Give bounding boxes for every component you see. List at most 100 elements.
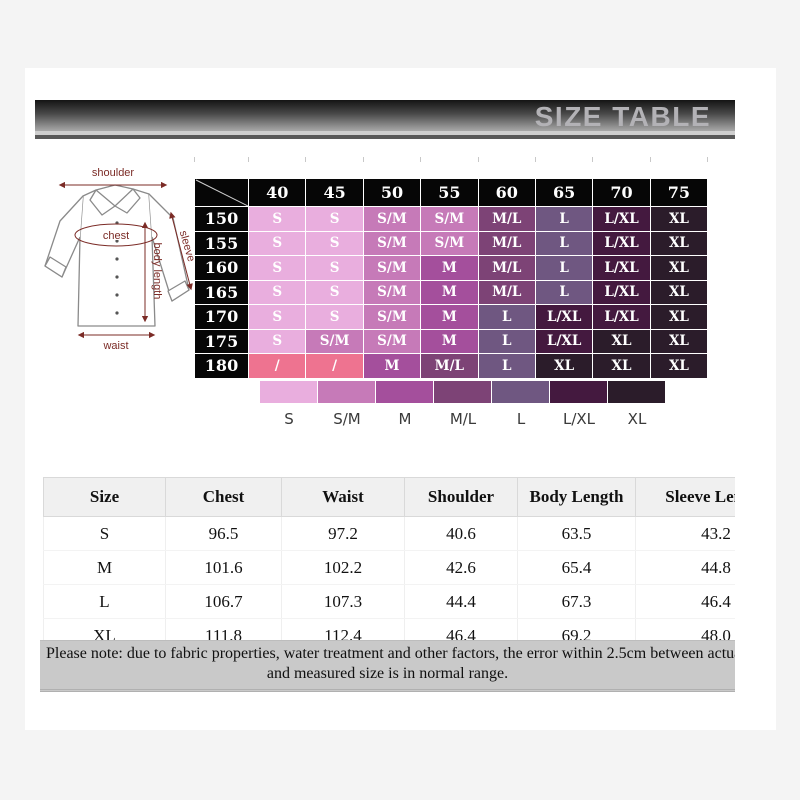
matrix-cell: L [477,328,536,354]
matrix-row-header: 155 [194,230,249,256]
matrix-cell: S/M [420,230,479,256]
meas-cell: 43.2 [635,516,735,551]
legend-item: L [492,381,550,428]
matrix-cell: M [420,255,479,281]
matrix-cell: S [247,255,307,281]
matrix-col-header: 55 [420,178,479,207]
matrix-cell: M [362,353,422,379]
legend-swatch [376,381,434,403]
matrix-cell: S [247,230,307,256]
ruler-tick [478,157,479,162]
ruler-tick [420,157,421,162]
meas-cell: M [43,550,166,585]
meas-row: S 96.5 97.2 40.6 63.5 43.2 [43,516,735,551]
matrix-cell: S/M [362,255,422,281]
legend-swatch [550,381,608,403]
matrix-cell: M/L [477,255,536,281]
matrix-row: 150 S S S/M S/M M/L L L/XL XL [194,206,709,232]
meas-cell: 42.6 [404,550,518,585]
matrix-cell: L/XL [592,279,651,305]
meas-cell: 102.2 [281,550,405,585]
measurements-table: Size Chest Waist Shoulder Body Length Sleeve … [43,477,735,653]
matrix-cell: M/L [477,206,536,232]
matrix-cell: XL [649,279,709,305]
note-line-1: Please note: due to fabric properties, w… [46,645,735,662]
matrix-row: 180// M M/L L XL XL XL [194,353,709,379]
ruler-tick [592,157,593,162]
matrix-cell: L/XL [592,230,651,256]
note-line-2: and measured size is in normal range. [266,665,509,682]
matrix-cell: L [534,206,594,232]
ruler-tick [305,157,306,162]
meas-cell: S [43,516,166,551]
meas-cell: 107.3 [281,584,405,619]
size-legend: S S/M M M/L L L/XL XL [260,381,666,428]
matrix-cell: M [420,304,479,330]
matrix-cell: S [305,279,364,305]
matrix-cell: L/XL [592,255,651,281]
matrix-row: 160 S S S/M M M/L L L/XL XL [194,255,709,281]
matrix-header-row: 40 45 50 55 60 65 70 75 [194,178,709,207]
matrix-cell: M [420,279,479,305]
meas-cell: L [43,584,166,619]
meas-header-row: Size Chest Waist Shoulder Body Length Sleeve … [43,477,735,517]
meas-cell: 63.5 [517,516,636,551]
legend-item: S [260,381,318,428]
legend-label: S [284,410,294,428]
waist-label: waist [102,340,128,350]
matrix-cell: S [305,304,364,330]
ruler-tick [248,157,249,162]
matrix-cell: XL [649,328,709,354]
matrix-row: 175 S S/M S/M M L L/XL XL XL [194,328,709,354]
matrix-row-header: 175 [194,328,249,354]
ruler-tick [650,157,651,162]
matrix-cell: L [477,353,536,379]
ruler-tick [535,157,536,162]
matrix-row-header: 170 [194,304,249,330]
matrix-row-header: 150 [194,206,249,232]
matrix-corner-cell [194,178,249,207]
matrix-cell: M/L [477,279,536,305]
matrix-row: 155 S S S/M S/M M/L L L/XL XL [194,230,709,256]
matrix-row-header: 160 [194,255,249,281]
meas-cell: 46.4 [635,584,735,619]
matrix-cell: S/M [420,206,479,232]
chest-label: chest [103,230,129,242]
meas-col-header: Sleeve Length [635,477,735,517]
matrix-cell: XL [649,206,709,232]
matrix-cell: S [305,206,364,232]
meas-cell: 67.3 [517,584,636,619]
matrix-cell: L/XL [534,328,594,354]
meas-cell: 106.7 [165,584,282,619]
meas-cell: 97.2 [281,516,405,551]
legend-swatch [608,381,666,403]
matrix-cell: S [247,206,307,232]
banner-highlight-strip [35,131,735,135]
matrix-cell: L/XL [592,206,651,232]
legend-item: XL [608,381,666,428]
matrix-cell: XL [649,255,709,281]
matrix-cell: M/L [420,353,479,379]
legend-label: L [516,410,526,428]
matrix-col-header: 45 [305,178,364,207]
matrix-cell: S [247,304,307,330]
meas-col-header: Waist [281,477,405,517]
size-matrix-table: 40 45 50 55 60 65 70 75 150 S S S/M S/M M/L L L/XL XL 155… [194,178,709,379]
ruler-tick [363,157,364,162]
legend-swatch [434,381,492,403]
legend-label: L/XL [562,410,596,428]
matrix-cell: S [247,279,307,305]
matrix-row: 165 S S S/M M M/L L L/XL XL [194,279,709,305]
meas-col-header: Body Length [517,477,636,517]
legend-item: M [376,381,434,428]
matrix-cell: S/M [362,230,422,256]
legend-label: M [398,410,412,428]
legend-label: M/L [449,410,477,428]
meas-col-header: Size [43,477,166,517]
title-banner: SIZE TABLE [35,100,735,132]
matrix-cell: S/M [362,304,422,330]
matrix-col-header: 70 [592,178,651,207]
matrix-cell: S [305,255,364,281]
matrix-row-header: 180 [194,353,249,379]
